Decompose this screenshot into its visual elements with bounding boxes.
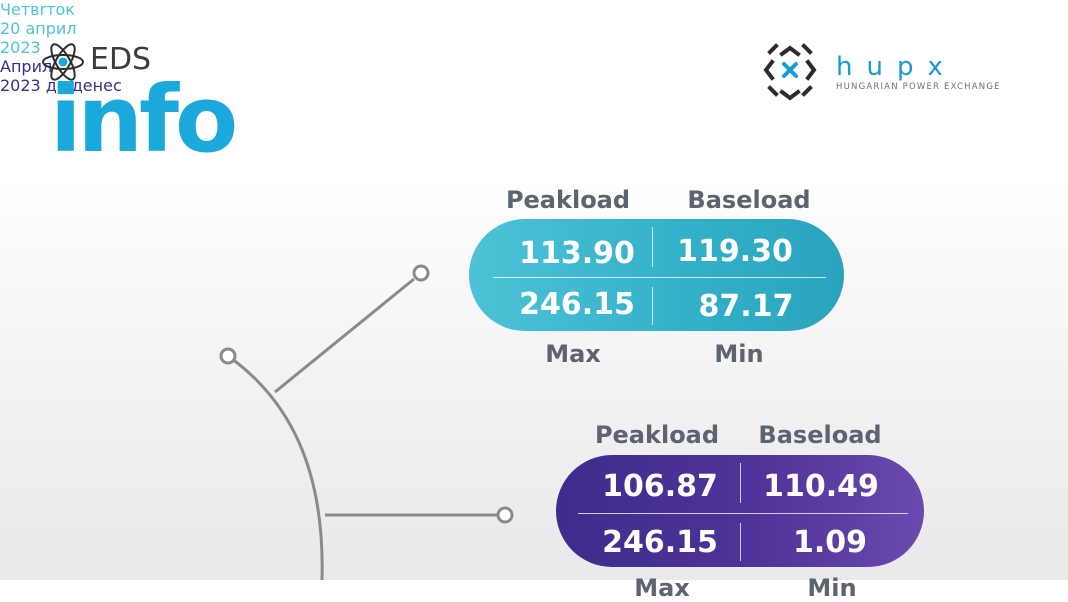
hupx-name: hupx — [836, 52, 957, 82]
daily-baseload-value: 119.30 — [677, 234, 793, 269]
monthly-baseload-value: 110.49 — [763, 469, 879, 504]
monthly-month: Април — [0, 57, 53, 76]
node-monthly — [496, 506, 514, 524]
arc-line — [227, 354, 324, 580]
daily-date: 20 април — [0, 19, 77, 38]
monthly-divider-vertical-bottom — [740, 523, 741, 561]
hupx-emblem-icon — [763, 43, 817, 101]
info-text: info — [50, 66, 238, 173]
daily-year: 2023 — [0, 38, 41, 57]
monthly-max-value: 246.15 — [602, 525, 718, 560]
monthly-peakload-header: Peakload — [594, 421, 720, 449]
node-daily — [412, 264, 430, 282]
daily-min-value: 87.17 — [698, 289, 794, 324]
eds-text: EDS — [90, 42, 152, 77]
daily-price-pill: 113.90 119.30 246.15 87.17 — [469, 219, 844, 331]
daily-max-footer: Max — [545, 340, 601, 368]
monthly-price-pill: 106.87 110.49 246.15 1.09 — [556, 455, 924, 567]
daily-weekday: Четвrток — [0, 0, 75, 19]
atom-icon — [42, 43, 84, 81]
monthly-min-value: 1.09 — [792, 525, 868, 560]
daily-divider-vertical-top — [652, 227, 653, 267]
monthly-date-label: Април 2023 до денес — [0, 57, 210, 95]
eds-info-logo: EDS info — [40, 42, 270, 173]
monthly-max-footer: Max — [634, 574, 690, 602]
daily-peakload-header: Peakload — [505, 186, 631, 214]
daily-min-footer: Min — [714, 340, 764, 368]
hupx-tagline: HUNGARIAN POWER EXCHANGE — [836, 82, 1001, 92]
daily-peakload-value: 113.90 — [519, 236, 635, 271]
connector-daily-line — [274, 277, 415, 394]
daily-max-value: 246.15 — [519, 287, 635, 322]
monthly-min-footer: Min — [807, 574, 857, 602]
daily-date-label: Четвrток 20 април 2023 — [0, 0, 160, 57]
monthly-peakload-value: 106.87 — [602, 469, 718, 504]
daily-divider-vertical-bottom — [652, 287, 653, 325]
monthly-range: 2023 до денес — [0, 76, 122, 95]
daily-baseload-header: Baseload — [687, 186, 811, 214]
monthly-baseload-header: Baseload — [758, 421, 882, 449]
node-top — [219, 347, 237, 365]
connector-diagram — [219, 264, 514, 580]
monthly-divider-vertical-top — [740, 463, 741, 503]
monthly-divider-horizontal — [578, 513, 908, 514]
daily-divider-horizontal — [493, 277, 826, 278]
hupx-logo: hupx HUNGARIAN POWER EXCHANGE — [762, 38, 1022, 113]
